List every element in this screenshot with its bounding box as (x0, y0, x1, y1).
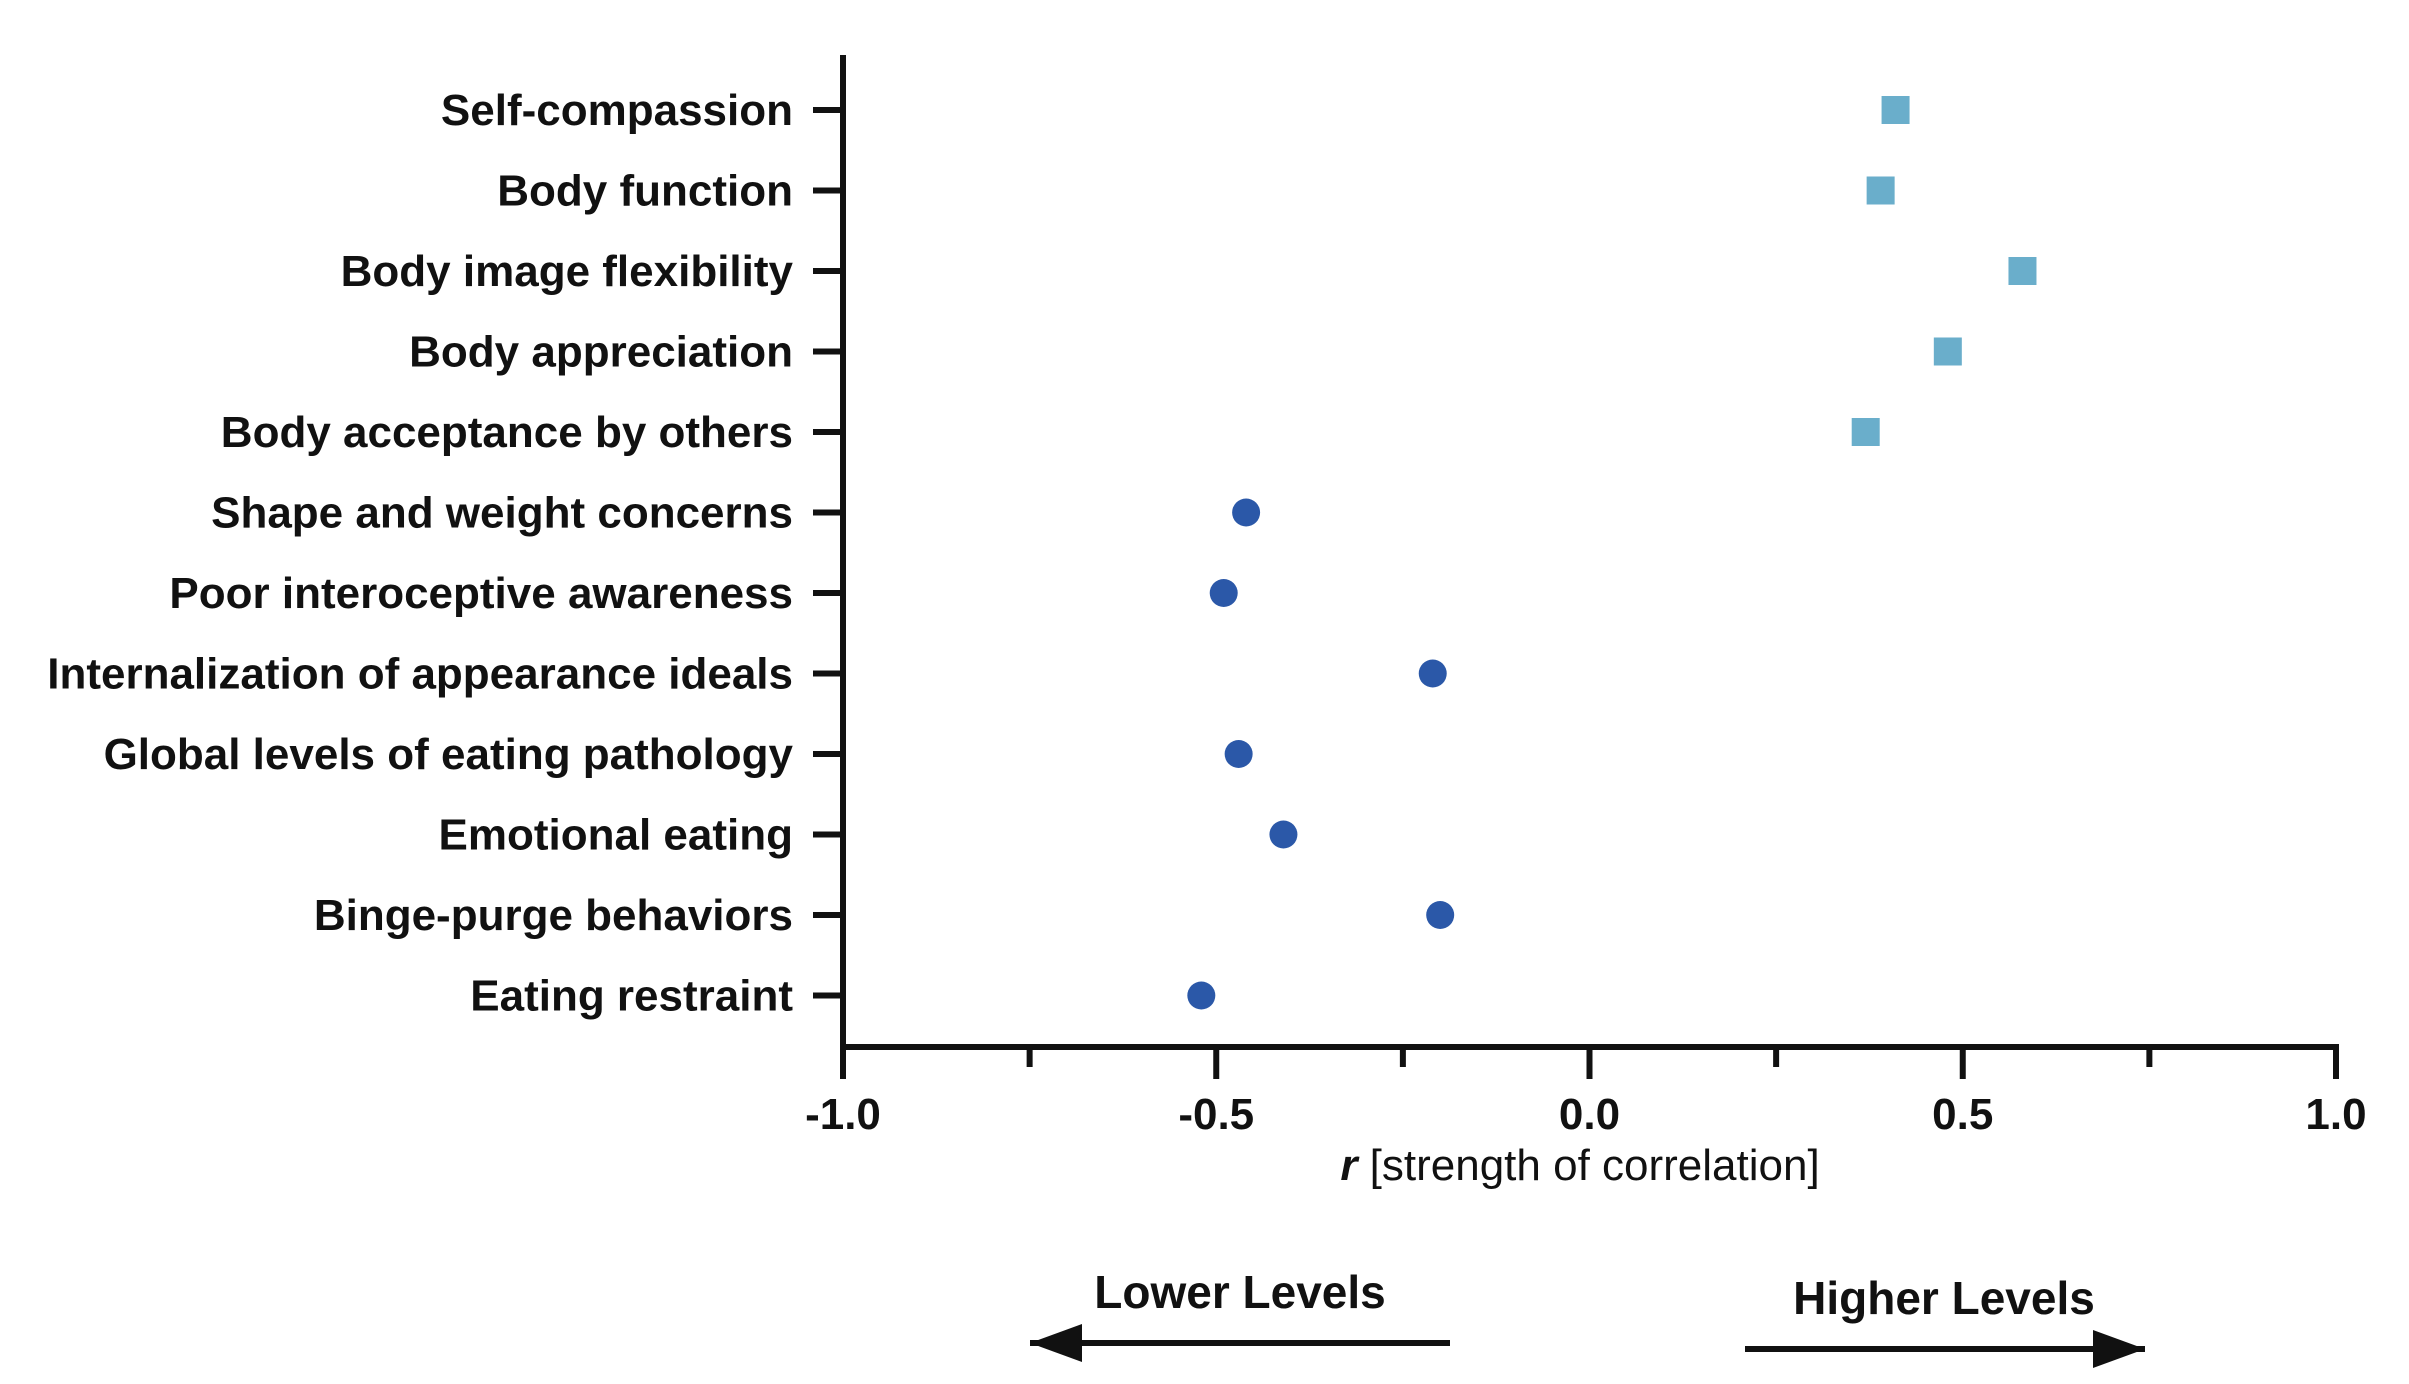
x-tick-label: 0.5 (1932, 1090, 1993, 1139)
higher-levels-annotation: Higher Levels (1745, 1272, 2145, 1368)
higher-levels-label: Higher Levels (1793, 1272, 2095, 1324)
x-axis-title: r [strength of correlation] (1340, 1141, 1819, 1190)
category-label-self-compassion: Self-compassion (441, 86, 793, 135)
x-tick-label: -1.0 (805, 1090, 881, 1139)
x-tick-label: -0.5 (1178, 1090, 1254, 1139)
x-axis: -1.0 -0.5 0.0 0.5 1.0 (805, 1044, 2367, 1139)
point-self-compassion (1881, 96, 1910, 124)
x-tick-label: 1.0 (2305, 1090, 2366, 1139)
x-axis-title-prefix: r (1340, 1141, 1360, 1190)
data-points (1187, 96, 2037, 1010)
higher-levels-arrowhead (2093, 1330, 2145, 1368)
lower-levels-annotation: Lower Levels (1030, 1266, 1450, 1362)
point-emotional-eating (1269, 820, 1298, 849)
point-poor-interoceptive-awareness (1209, 579, 1238, 607)
point-eating-restraint (1187, 981, 1216, 1010)
point-body-image-flexibility (2008, 257, 2037, 285)
category-label-global-levels-of-eating-pathology: Global levels of eating pathology (104, 730, 794, 779)
point-global-levels-of-eating-pathology (1224, 740, 1253, 768)
lower-levels-label: Lower Levels (1094, 1266, 1385, 1318)
category-labels: Self-compassion Body function Body image f… (47, 86, 793, 1021)
point-binge-purge-behaviors (1426, 901, 1455, 929)
point-internalization-of-appearance-ideals (1418, 659, 1447, 688)
category-label-eating-restraint: Eating restraint (470, 972, 793, 1021)
x-axis-title-suffix: [strength of correlation] (1357, 1141, 1819, 1190)
point-body-acceptance-by-others (1851, 418, 1880, 446)
category-label-body-appreciation: Body appreciation (409, 328, 793, 377)
point-body-appreciation (1933, 337, 1962, 366)
y-axis (813, 55, 846, 1050)
category-label-body-acceptance-by-others: Body acceptance by others (221, 408, 793, 457)
category-label-binge-purge-behaviors: Binge-purge behaviors (314, 891, 793, 940)
category-label-body-function: Body function (497, 167, 793, 216)
category-label-internalization-of-appearance-ideals: Internalization of appearance ideals (47, 650, 793, 699)
category-label-shape-and-weight-concerns: Shape and weight concerns (211, 489, 793, 538)
category-label-body-image-flexibility: Body image flexibility (341, 247, 794, 296)
point-body-function (1866, 176, 1895, 205)
category-label-emotional-eating: Emotional eating (439, 811, 793, 860)
category-label-poor-interoceptive-awareness: Poor interoceptive awareness (169, 569, 793, 618)
lower-levels-arrowhead (1030, 1324, 1082, 1362)
x-tick-label: 0.0 (1559, 1090, 1620, 1139)
point-shape-and-weight-concerns (1232, 498, 1261, 527)
